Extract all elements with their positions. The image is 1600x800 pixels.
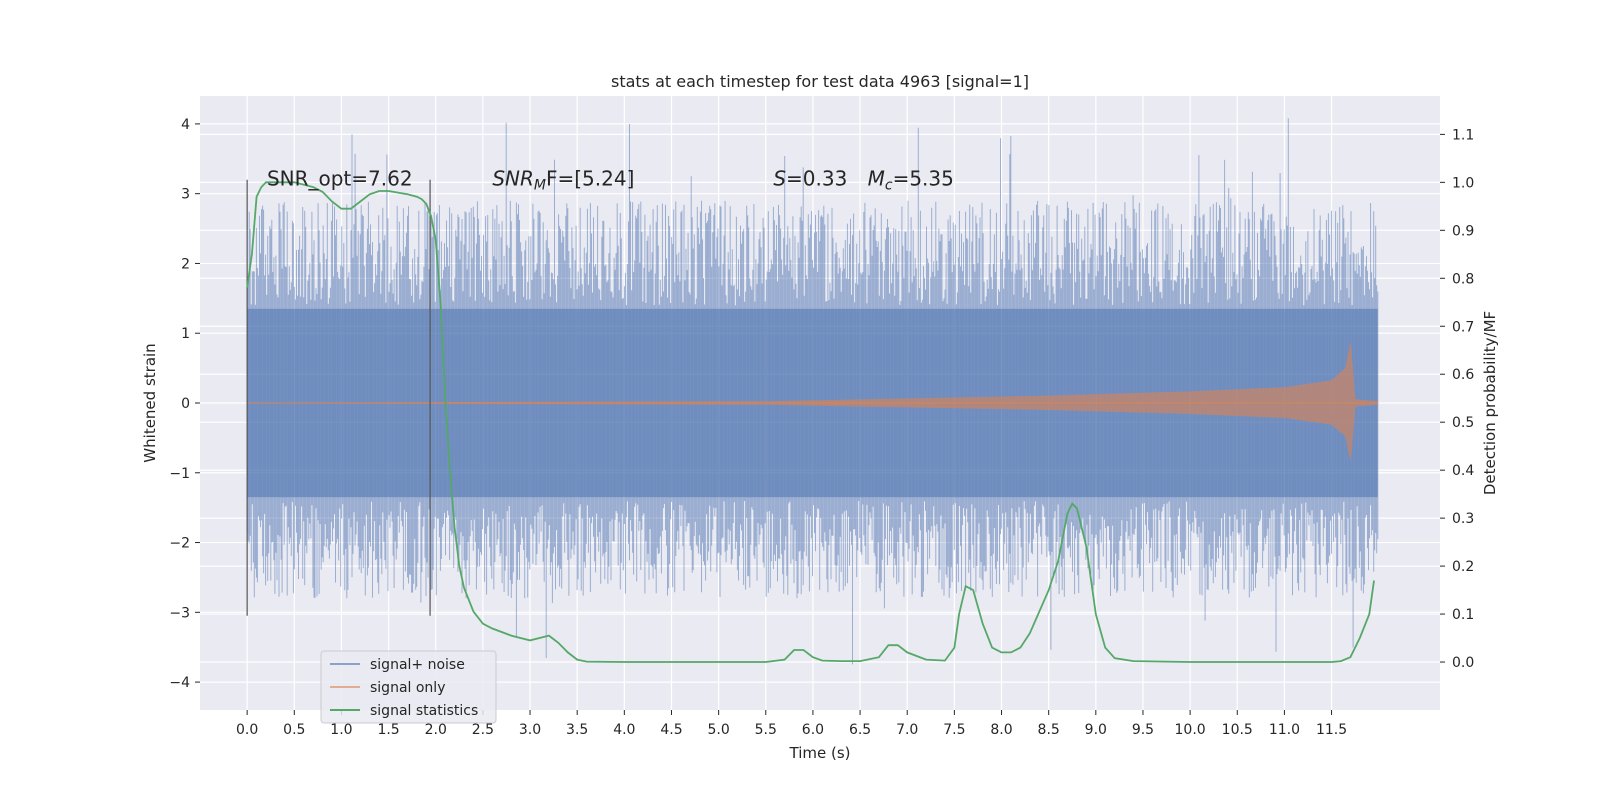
y-left-tick-label: −4 <box>169 675 190 691</box>
y-left-tick-label: 3 <box>181 187 190 203</box>
x-tick-label: 6.5 <box>849 722 871 738</box>
y-left-tick-label: −3 <box>169 605 190 621</box>
x-axis-label: Time (s) <box>789 744 851 762</box>
x-tick-label: 9.0 <box>1085 722 1107 738</box>
legend: signal+ noise signal only signal statist… <box>320 650 497 724</box>
y-axis-label-right: Detection probability/MF <box>1481 311 1499 495</box>
y-right-tick-label: 0.0 <box>1452 655 1474 671</box>
plot-content <box>246 118 1379 665</box>
annotation-snr-mf: SNRMF=[5.24] <box>492 167 634 194</box>
annotation-snr-opt: SNR_opt=7.62 <box>267 167 413 191</box>
legend-label-signal-noise: signal+ noise <box>370 657 465 673</box>
x-tick-label: 8.0 <box>990 722 1012 738</box>
x-tick-label: 8.5 <box>1038 722 1060 738</box>
x-tick-label: 10.0 <box>1175 722 1206 738</box>
legend-label-signal-only: signal only <box>370 680 445 696</box>
annotation-snr-mf-main: SNR <box>492 167 534 191</box>
y-left-tick-label: 1 <box>181 326 190 342</box>
y-axis-label-left: Whitened strain <box>141 343 159 462</box>
legend-box <box>320 650 497 724</box>
y-right-tick-label: 0.4 <box>1452 463 1474 479</box>
y-right-tick-label: 0.7 <box>1452 319 1474 335</box>
chart-title: stats at each timestep for test data 496… <box>611 72 1029 91</box>
x-tick-label: 6.0 <box>802 722 824 738</box>
x-tick-label: 1.5 <box>377 722 399 738</box>
annotation-mc: Mc=5.35 <box>868 167 954 194</box>
annotation-snr-mf-sub: M <box>534 178 546 194</box>
y-right-tick-label: 0.6 <box>1452 367 1474 383</box>
x-tick-label: 7.5 <box>943 722 965 738</box>
y-right-tick-label: 1.0 <box>1452 175 1474 191</box>
x-tick-label: 1.0 <box>330 722 352 738</box>
signal-only-trace <box>247 343 1379 460</box>
legend-label-signal-statistics: signal statistics <box>370 703 478 719</box>
y-left-tick-label: 0 <box>181 396 190 412</box>
annotation-s-symbol: S <box>773 167 786 191</box>
annotation-mc-symbol: M <box>868 167 885 191</box>
y-right-tick-label: 0.5 <box>1452 415 1474 431</box>
x-tick-label: 7.0 <box>896 722 918 738</box>
tick-labels: 0.0 0.5 1.0 1.5 2.0 2.5 3.0 3.5 4.0 4.5 5.0 5.5 6.0 6… <box>169 117 1474 738</box>
y-left-tick-label: −2 <box>169 536 190 552</box>
y-right-tick-label: 0.2 <box>1452 559 1474 575</box>
x-tick-label: 0.0 <box>236 722 258 738</box>
x-tick-label: 11.0 <box>1269 722 1300 738</box>
annotation-s-value: =0.33 <box>786 167 847 191</box>
x-tick-label: 4.0 <box>613 722 635 738</box>
x-tick-label: 10.5 <box>1222 722 1253 738</box>
signal-statistics-line <box>246 181 1375 663</box>
y-left-tick-label: 2 <box>181 256 190 272</box>
annotations: SNR_opt=7.62 SNRMF=[5.24] S=0.33 Mc=5.35 <box>267 167 954 194</box>
x-tick-label: 5.5 <box>755 722 777 738</box>
x-tick-label: 5.0 <box>707 722 729 738</box>
annotation-s: S=0.33 <box>773 167 847 191</box>
annotation-mc-sub: c <box>885 178 893 194</box>
x-tick-label: 3.0 <box>519 722 541 738</box>
y-right-tick-label: 0.1 <box>1452 607 1474 623</box>
x-tick-label: 2.5 <box>472 722 494 738</box>
y-right-tick-label: 0.3 <box>1452 511 1474 527</box>
x-tick-label: 4.5 <box>660 722 682 738</box>
x-tick-label: 3.5 <box>566 722 588 738</box>
x-tick-label: 11.5 <box>1316 722 1347 738</box>
y-left-tick-label: 4 <box>181 117 190 133</box>
y-left-tick-label: −1 <box>169 466 190 482</box>
annotation-snr-mf-value: F=[5.24] <box>546 167 634 191</box>
x-tick-label: 0.5 <box>283 722 305 738</box>
x-tick-label: 9.5 <box>1132 722 1154 738</box>
y-right-tick-label: 1.1 <box>1452 127 1474 143</box>
y-right-tick-label: 0.9 <box>1452 223 1474 239</box>
y-right-tick-label: 0.8 <box>1452 271 1474 287</box>
x-tick-label: 2.0 <box>425 722 447 738</box>
annotation-mc-value: =5.35 <box>893 167 954 191</box>
